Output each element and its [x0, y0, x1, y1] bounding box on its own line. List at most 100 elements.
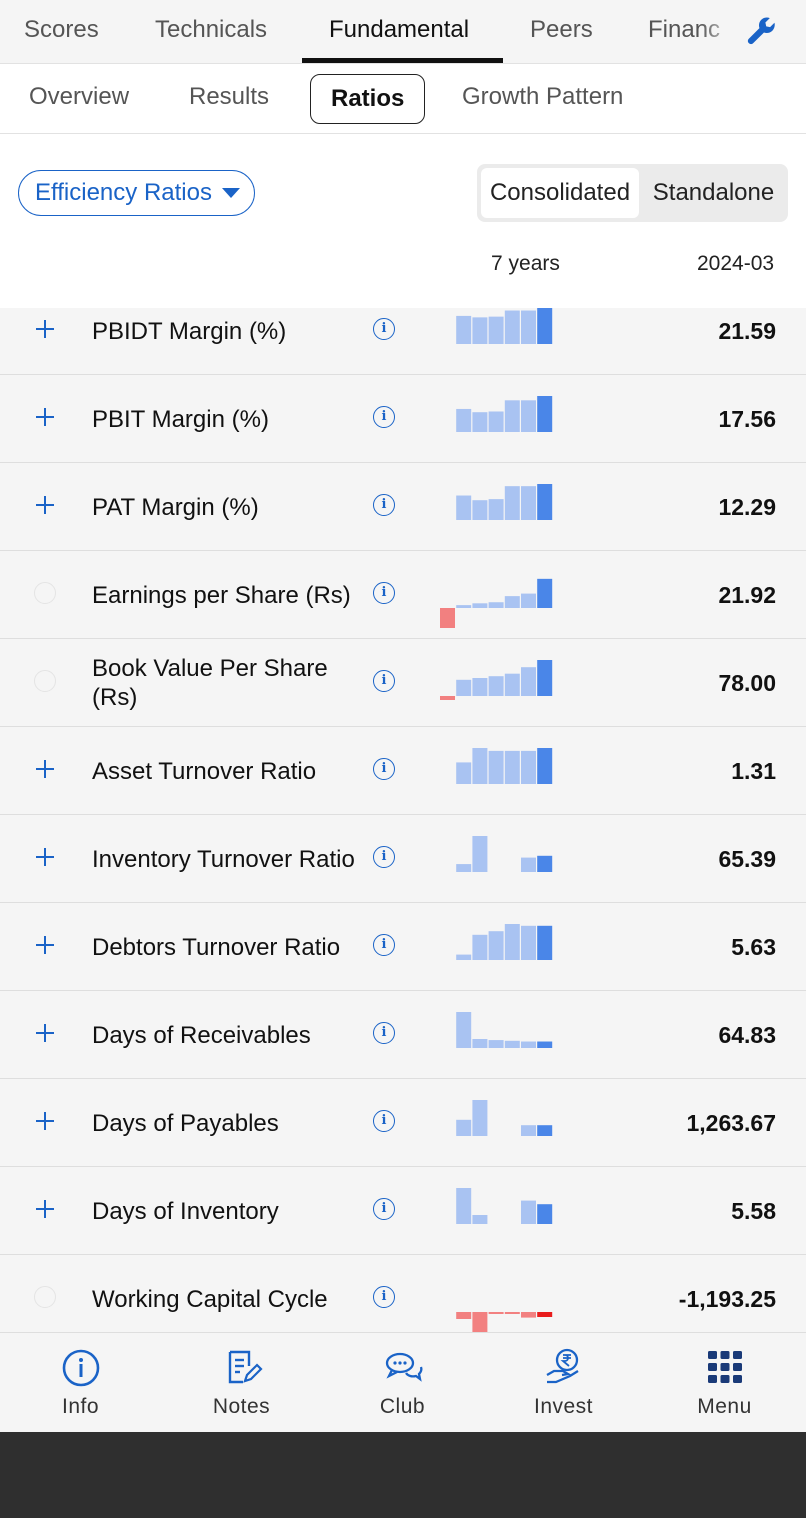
- trend-bar: [440, 608, 455, 628]
- trend-bar: [456, 954, 472, 960]
- trend-bar: [504, 596, 520, 608]
- ratio-row[interactable]: Days of Receivables i 64.83: [0, 991, 806, 1079]
- ratio-name: Asset Turnover Ratio: [92, 758, 317, 785]
- ratio-list[interactable]: PBIDT Margin (%) i 21.59 PBIT Margin (%) i 17…: [0, 308, 806, 1332]
- trend-bar: [504, 310, 520, 344]
- nav-menu[interactable]: Menu: [644, 1333, 805, 1432]
- consolidated-button[interactable]: Consolidated: [481, 168, 639, 218]
- subtab-ratios[interactable]: Ratios: [310, 74, 426, 124]
- ratio-value: 1,263.67: [686, 1110, 776, 1136]
- trend-bar: [537, 925, 553, 960]
- empty-circle-icon: [34, 1286, 56, 1308]
- nav-info[interactable]: Info: [0, 1333, 161, 1432]
- trend-sparkline: [456, 924, 553, 960]
- info-icon[interactable]: i: [373, 494, 395, 516]
- info-icon[interactable]: i: [373, 1286, 395, 1308]
- tab-fundamental[interactable]: Fundamental: [329, 16, 470, 43]
- trend-sparkline: [456, 484, 553, 520]
- wrench-icon[interactable]: [744, 14, 778, 48]
- trend-sparkline: [456, 308, 553, 344]
- expand-plus-icon[interactable]: [34, 846, 56, 868]
- ratio-category-dropdown[interactable]: Efficiency Ratios: [18, 170, 255, 216]
- trend-bar: [456, 762, 472, 784]
- expand-plus-icon[interactable]: [34, 934, 56, 956]
- standalone-button[interactable]: Standalone: [652, 179, 775, 206]
- nav-notes[interactable]: Notes: [161, 1333, 322, 1432]
- ratio-row[interactable]: Earnings per Share (Rs) i 21.92: [0, 551, 806, 639]
- trend-bar: [504, 750, 520, 784]
- nav-club-label: Club: [379, 1395, 426, 1418]
- ratio-row[interactable]: Days of Payables i 1,263.67: [0, 1079, 806, 1167]
- expand-plus-icon[interactable]: [34, 406, 56, 428]
- trend-bar: [504, 1312, 520, 1314]
- ratio-value: 5.63: [731, 934, 776, 960]
- ratio-row[interactable]: PBIDT Margin (%) i 21.59: [0, 308, 806, 375]
- trend-bar: [456, 605, 472, 608]
- trend-sparkline: [456, 748, 553, 784]
- nav-menu-label: Menu: [697, 1395, 752, 1418]
- info-icon[interactable]: i: [373, 670, 395, 692]
- expand-plus-icon[interactable]: [34, 758, 56, 780]
- info-icon[interactable]: i: [373, 934, 395, 956]
- expand-plus-icon[interactable]: [34, 1110, 56, 1132]
- trend-bar: [521, 400, 536, 432]
- subtab-overview[interactable]: Overview: [29, 83, 130, 110]
- expand-plus-icon[interactable]: [34, 318, 56, 340]
- ratio-row[interactable]: PAT Margin (%) i 12.29: [0, 463, 806, 551]
- trend-bar: [521, 1312, 536, 1318]
- ratio-value: 12.29: [718, 494, 776, 520]
- trend-sparkline: [456, 836, 553, 872]
- trend-bar: [521, 593, 536, 608]
- expand-plus-icon[interactable]: [34, 1022, 56, 1044]
- trend-bar: [537, 396, 553, 432]
- info-icon[interactable]: i: [373, 1022, 395, 1044]
- ratio-row[interactable]: PBIT Margin (%) i 17.56: [0, 375, 806, 463]
- info-icon[interactable]: i: [373, 582, 395, 604]
- trend-bar: [472, 934, 488, 960]
- trend-bar: [472, 1039, 488, 1048]
- tab-scores[interactable]: Scores: [24, 16, 99, 43]
- nav-invest-label: Invest: [533, 1395, 594, 1418]
- ratio-row[interactable]: Inventory Turnover Ratio i 65.39: [0, 815, 806, 903]
- ratio-row[interactable]: Asset Turnover Ratio i 1.31: [0, 727, 806, 815]
- ratio-row[interactable]: Days of Inventory i 5.58: [0, 1167, 806, 1255]
- tab-peers[interactable]: Peers: [530, 16, 593, 43]
- tab-fade-overlay: [700, 0, 740, 63]
- ratio-value: 21.59: [718, 318, 776, 344]
- trend-bar: [537, 484, 553, 520]
- info-icon[interactable]: i: [373, 758, 395, 780]
- ratio-row[interactable]: Book Value Per Share (Rs) i 78.00: [0, 639, 806, 727]
- ratio-value: 1.31: [731, 758, 776, 784]
- ratio-row[interactable]: Working Capital Cycle i -1,193.25: [0, 1255, 806, 1332]
- subtab-growth-pattern[interactable]: Growth Pattern: [462, 83, 624, 110]
- ratio-name: Inventory Turnover Ratio: [92, 846, 355, 873]
- nav-notes-label: Notes: [212, 1395, 271, 1418]
- trend-bar: [537, 1312, 553, 1317]
- trend-bar: [537, 855, 553, 872]
- info-icon[interactable]: i: [373, 406, 395, 428]
- trend-bar: [504, 400, 520, 432]
- trend-column-header: 7 years: [491, 252, 560, 275]
- trend-bar: [521, 925, 536, 960]
- tab-technicals[interactable]: Technicals: [155, 16, 268, 43]
- ratio-value: 5.58: [731, 1198, 776, 1224]
- caret-down-icon: [221, 188, 240, 198]
- expand-plus-icon[interactable]: [34, 1198, 56, 1220]
- trend-bar: [521, 310, 536, 344]
- empty-circle-icon: [34, 582, 56, 604]
- info-icon[interactable]: i: [373, 1110, 395, 1132]
- info-icon[interactable]: i: [373, 318, 395, 340]
- info-icon[interactable]: i: [373, 1198, 395, 1220]
- trend-bar: [521, 857, 536, 872]
- expand-plus-icon[interactable]: [34, 494, 56, 516]
- ratio-row[interactable]: Debtors Turnover Ratio i 5.63: [0, 903, 806, 991]
- info-icon[interactable]: i: [373, 846, 395, 868]
- nav-club[interactable]: Club: [322, 1333, 483, 1432]
- trend-bar: [472, 603, 488, 608]
- trend-bar: [488, 1040, 504, 1048]
- subtab-results[interactable]: Results: [189, 83, 270, 110]
- ratio-name: PBIDT Margin (%): [92, 318, 287, 345]
- nav-invest[interactable]: Invest: [483, 1333, 644, 1432]
- nav-info-label: Info: [61, 1395, 100, 1418]
- trend-bar: [488, 676, 504, 696]
